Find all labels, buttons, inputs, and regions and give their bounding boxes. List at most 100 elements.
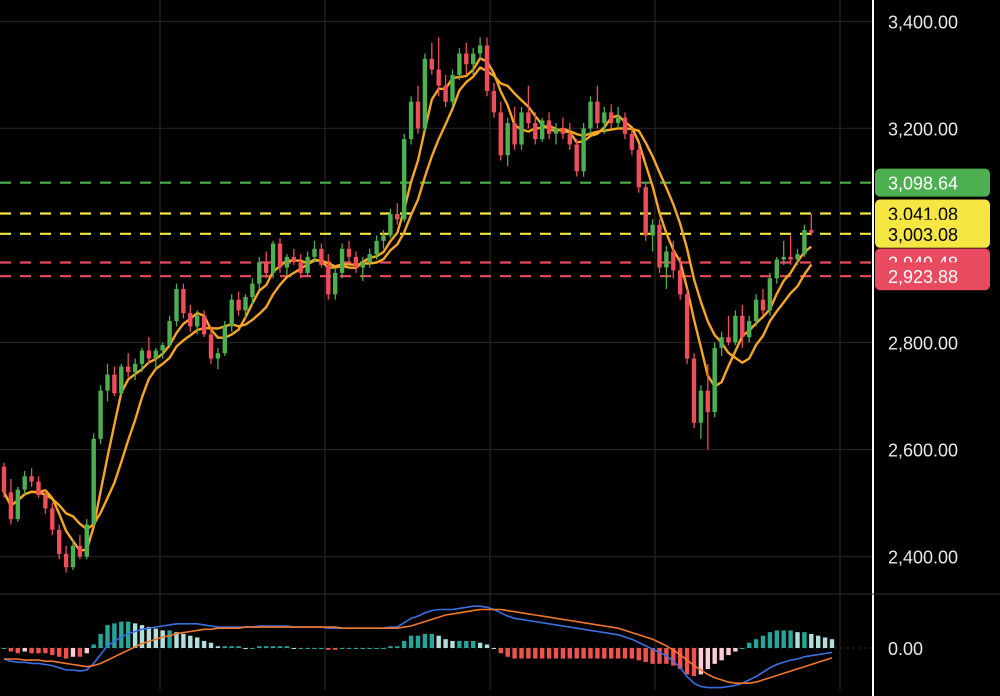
candle[interactable]	[705, 363, 710, 450]
candle[interactable]	[29, 468, 34, 487]
candle[interactable]	[774, 256, 779, 284]
candle[interactable]	[450, 69, 455, 108]
candle[interactable]	[691, 353, 697, 429]
candle[interactable]	[581, 123, 586, 177]
candle[interactable]	[519, 107, 524, 150]
candle[interactable]	[671, 240, 676, 279]
candle[interactable]	[236, 291, 241, 316]
candle[interactable]	[326, 254, 331, 300]
candle[interactable]	[533, 112, 538, 145]
candle[interactable]	[91, 433, 96, 528]
candle[interactable]	[174, 283, 179, 327]
candle[interactable]	[712, 342, 717, 418]
candle[interactable]	[270, 240, 276, 279]
candle[interactable]	[146, 337, 152, 364]
candle[interactable]	[132, 358, 138, 380]
candle[interactable]	[63, 545, 69, 573]
candle[interactable]	[767, 272, 773, 316]
candle[interactable]	[609, 104, 614, 129]
candle[interactable]	[105, 363, 110, 402]
candle[interactable]	[650, 219, 655, 252]
candle[interactable]	[250, 278, 255, 306]
candle[interactable]	[795, 248, 800, 265]
candle[interactable]	[588, 96, 593, 134]
price-level-tag[interactable]: 3,003.08	[875, 219, 990, 248]
candle[interactable]	[615, 107, 621, 129]
candle[interactable]	[574, 139, 579, 177]
candle[interactable]	[291, 248, 296, 265]
candle[interactable]	[319, 243, 324, 268]
candle[interactable]	[257, 256, 262, 289]
candle[interactable]	[471, 48, 476, 75]
candle[interactable]	[222, 321, 227, 356]
candle[interactable]	[181, 283, 186, 319]
candle[interactable]	[505, 117, 510, 166]
candle[interactable]	[119, 363, 124, 396]
candle[interactable]	[491, 82, 497, 118]
candle[interactable]	[781, 240, 786, 265]
candle[interactable]	[477, 37, 483, 59]
candle[interactable]	[36, 476, 41, 498]
candle[interactable]	[1, 462, 7, 498]
candle[interactable]	[636, 144, 641, 193]
candle[interactable]	[719, 331, 724, 356]
candle[interactable]	[484, 37, 490, 97]
candle[interactable]	[560, 117, 566, 140]
candle[interactable]	[15, 486, 20, 522]
candle[interactable]	[112, 366, 117, 396]
candle[interactable]	[57, 524, 62, 560]
candle[interactable]	[395, 203, 400, 225]
candle[interactable]	[553, 123, 559, 145]
candle[interactable]	[208, 326, 214, 364]
candle[interactable]	[243, 294, 248, 319]
candle[interactable]	[339, 243, 345, 279]
candle[interactable]	[215, 347, 221, 370]
candle[interactable]	[802, 224, 807, 257]
candle[interactable]	[408, 96, 414, 145]
candle[interactable]	[464, 42, 469, 75]
candle[interactable]	[43, 489, 48, 514]
candle[interactable]	[381, 230, 386, 249]
candle[interactable]	[298, 254, 303, 279]
candle[interactable]	[77, 535, 83, 560]
candle[interactable]	[788, 235, 793, 265]
candle[interactable]	[457, 48, 462, 81]
candlestick-series[interactable]	[1, 37, 814, 573]
candle[interactable]	[760, 288, 766, 316]
candle[interactable]	[436, 37, 441, 97]
candle[interactable]	[188, 305, 193, 332]
candle[interactable]	[284, 254, 290, 276]
candle[interactable]	[305, 251, 310, 276]
candle[interactable]	[84, 519, 89, 560]
candle[interactable]	[740, 305, 745, 348]
candle[interactable]	[70, 540, 76, 570]
candle[interactable]	[540, 117, 545, 142]
candle[interactable]	[422, 53, 428, 132]
candle[interactable]	[153, 347, 158, 370]
candle[interactable]	[602, 107, 607, 134]
candle[interactable]	[498, 101, 503, 161]
candle[interactable]	[22, 470, 27, 495]
candle[interactable]	[126, 353, 131, 378]
candle[interactable]	[622, 112, 628, 140]
candle[interactable]	[657, 219, 662, 273]
candle[interactable]	[374, 235, 379, 260]
candle[interactable]	[333, 267, 338, 300]
candle[interactable]	[726, 315, 731, 346]
candle[interactable]	[429, 42, 434, 75]
price-level-tag[interactable]: 3,098.64	[875, 168, 990, 197]
candle[interactable]	[201, 310, 207, 338]
candle[interactable]	[402, 133, 407, 223]
candle[interactable]	[747, 315, 752, 343]
candle[interactable]	[512, 107, 517, 150]
candle[interactable]	[346, 240, 352, 263]
candle[interactable]	[526, 85, 531, 129]
candle[interactable]	[809, 214, 814, 236]
candle[interactable]	[264, 251, 269, 279]
candle[interactable]	[546, 112, 552, 140]
candle[interactable]	[678, 256, 683, 300]
candle[interactable]	[353, 251, 359, 273]
candle[interactable]	[50, 503, 55, 536]
